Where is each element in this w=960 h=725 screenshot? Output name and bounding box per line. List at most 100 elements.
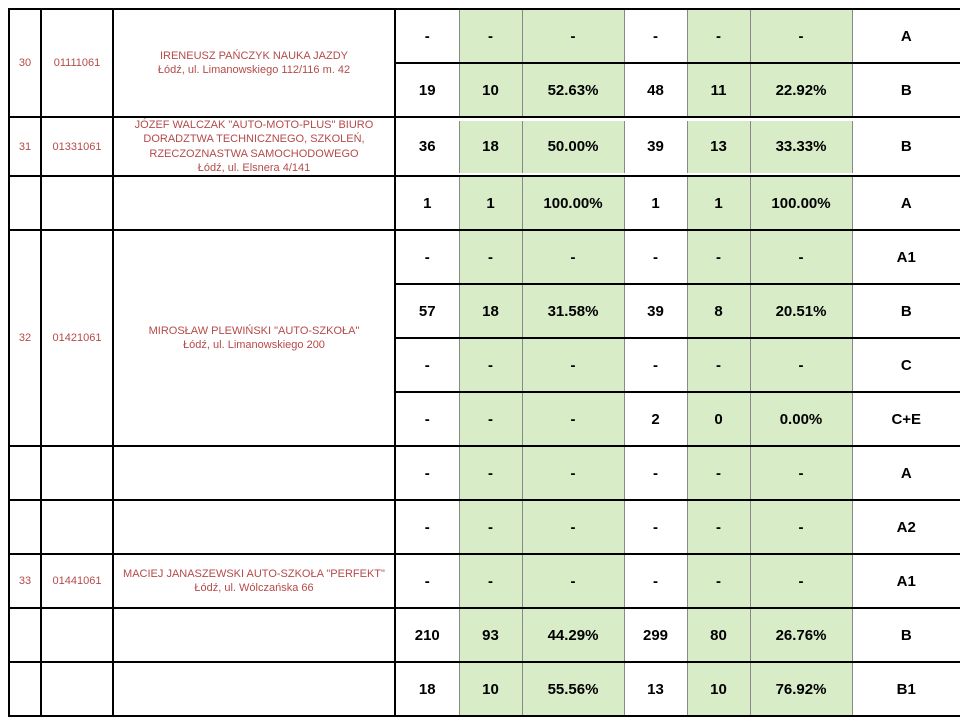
val-g: A1 [852, 231, 960, 284]
row-number [9, 500, 41, 554]
table-row: 2109344.29%2998026.76%B [9, 608, 960, 662]
val-c: - [522, 501, 624, 553]
row-number: 33 [9, 554, 41, 608]
val-b: - [459, 447, 522, 499]
val-a: - [396, 501, 459, 553]
val-c: - [522, 338, 624, 392]
row-id: 01441061 [41, 554, 113, 608]
row-description [113, 500, 395, 554]
row-number: 31 [9, 117, 41, 176]
row-number: 32 [9, 230, 41, 446]
val-d: - [624, 10, 687, 63]
row-data: ------A191052.63%481122.92%B [395, 9, 960, 117]
row-id: 01331061 [41, 117, 113, 176]
row-data: ------A1 [395, 554, 960, 608]
val-g: B [852, 63, 960, 116]
val-a: 210 [396, 609, 459, 661]
val-d: 1 [624, 177, 687, 229]
val-b: 1 [459, 177, 522, 229]
val-a: - [396, 10, 459, 63]
val-e: 11 [687, 63, 750, 116]
val-d: - [624, 231, 687, 284]
val-f: - [750, 447, 852, 499]
val-g: A [852, 177, 960, 229]
val-d: 39 [624, 121, 687, 173]
row-data: 181055.56%131076.92%B1 [395, 662, 960, 716]
val-e: 8 [687, 284, 750, 338]
val-b: - [459, 231, 522, 284]
val-g: B1 [852, 663, 960, 715]
val-b: 10 [459, 663, 522, 715]
val-a: - [396, 447, 459, 499]
val-f: 22.92% [750, 63, 852, 116]
row-data: ------A1571831.58%39820.51%B------C---20… [395, 230, 960, 446]
table-row: 3001111061IRENEUSZ PAŃCZYK NAUKA JAZDYŁó… [9, 9, 960, 117]
val-f: 100.00% [750, 177, 852, 229]
val-c: 100.00% [522, 177, 624, 229]
val-g: A2 [852, 501, 960, 553]
val-c: - [522, 392, 624, 445]
val-g: A [852, 447, 960, 499]
row-description [113, 608, 395, 662]
table-row: ------A2 [9, 500, 960, 554]
val-f: 33.33% [750, 121, 852, 173]
val-c: - [522, 447, 624, 499]
val-f: - [750, 501, 852, 553]
val-d: - [624, 501, 687, 553]
val-d: - [624, 555, 687, 607]
val-a: 18 [396, 663, 459, 715]
row-number [9, 446, 41, 500]
val-e: - [687, 338, 750, 392]
row-number: 30 [9, 9, 41, 117]
val-e: 10 [687, 663, 750, 715]
row-data: ------A2 [395, 500, 960, 554]
row-id [41, 500, 113, 554]
val-d: 39 [624, 284, 687, 338]
val-a: - [396, 392, 459, 445]
val-a: - [396, 338, 459, 392]
row-number [9, 662, 41, 716]
row-id [41, 608, 113, 662]
val-b: - [459, 10, 522, 63]
val-d: 2 [624, 392, 687, 445]
val-d: 13 [624, 663, 687, 715]
val-c: 52.63% [522, 63, 624, 116]
val-a: 19 [396, 63, 459, 116]
val-a: 36 [396, 121, 459, 173]
val-b: - [459, 555, 522, 607]
val-c: 50.00% [522, 121, 624, 173]
val-d: 299 [624, 609, 687, 661]
val-e: - [687, 501, 750, 553]
row-id: 01111061 [41, 9, 113, 117]
val-g: B [852, 609, 960, 661]
row-id [41, 662, 113, 716]
val-g: C [852, 338, 960, 392]
val-c: 44.29% [522, 609, 624, 661]
val-e: 80 [687, 609, 750, 661]
val-c: 55.56% [522, 663, 624, 715]
row-number [9, 176, 41, 230]
val-g: B [852, 121, 960, 173]
val-g: C+E [852, 392, 960, 445]
row-description [113, 176, 395, 230]
row-id: 01421061 [41, 230, 113, 446]
val-b: 93 [459, 609, 522, 661]
val-a: - [396, 555, 459, 607]
data-table: 3001111061IRENEUSZ PAŃCZYK NAUKA JAZDYŁó… [8, 8, 960, 717]
val-a: - [396, 231, 459, 284]
val-f: - [750, 338, 852, 392]
val-e: - [687, 447, 750, 499]
val-e: - [687, 231, 750, 284]
table-row: 181055.56%131076.92%B1 [9, 662, 960, 716]
val-a: 1 [396, 177, 459, 229]
val-b: - [459, 501, 522, 553]
val-e: 0 [687, 392, 750, 445]
val-b: 10 [459, 63, 522, 116]
row-data: 2109344.29%2998026.76%B [395, 608, 960, 662]
val-f: - [750, 10, 852, 63]
row-description: JÓZEF WALCZAK "AUTO-MOTO-PLUS" BIURO DOR… [113, 117, 395, 176]
val-e: - [687, 555, 750, 607]
row-data: ------A [395, 446, 960, 500]
val-c: - [522, 231, 624, 284]
val-e: - [687, 10, 750, 63]
